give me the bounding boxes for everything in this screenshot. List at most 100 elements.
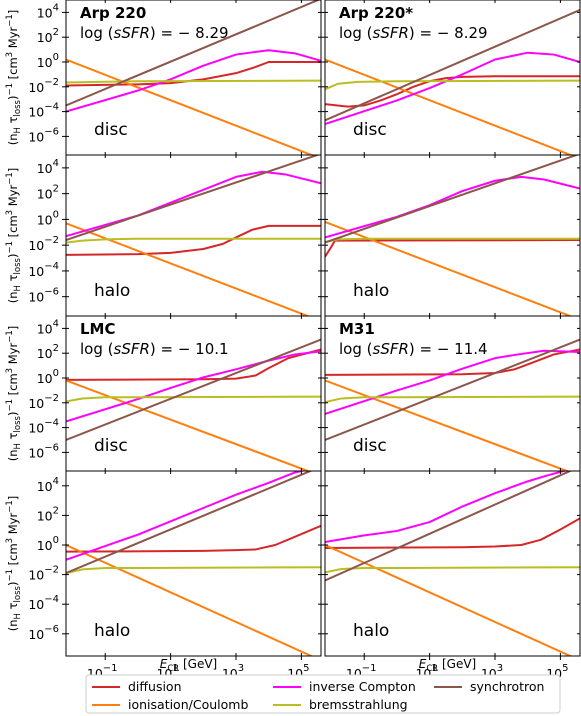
legend-item-ic: inverse Compton — [273, 679, 416, 694]
legend: diffusion ionisation/Coulomb inverse Compt… — [85, 674, 561, 714]
series-line-ic — [325, 349, 580, 415]
y-tick-label: 10−4 — [28, 102, 59, 120]
series-line-sync — [66, 0, 321, 107]
galaxy-name-label: M31 — [339, 320, 375, 338]
series-line-ionisation — [325, 379, 570, 471]
panel-arp220star-halo — [321, 154, 581, 317]
y-tick-label: 10−4 — [28, 261, 59, 279]
series-line-diffusion — [66, 348, 321, 381]
y-axis-label: (nH τloss)−1 [cm3 Myr−1] — [5, 496, 23, 631]
series-line-ic — [325, 51, 580, 125]
series-line-ic — [66, 49, 321, 113]
series-line-ionisation — [325, 58, 574, 155]
panel-m31-disc — [321, 315, 581, 472]
y-axis-label: (nH τloss)−1 [cm3 Myr−1] — [5, 168, 23, 303]
y-tick-label: 100 — [37, 535, 59, 553]
series-line-sync — [66, 471, 313, 575]
ssfr-label: log (sSFR) = − 11.4 — [339, 340, 488, 358]
y-tick-label: 10−6 — [28, 126, 59, 144]
panel-series-group — [66, 155, 321, 316]
region-label: halo — [94, 281, 130, 301]
y-tick-label: 100 — [37, 52, 59, 70]
panel-lmc-disc — [62, 315, 322, 472]
y-tick-label: 104 — [37, 476, 59, 494]
y-tick-label: 10−4 — [28, 418, 59, 436]
panel-series-group — [325, 471, 580, 656]
region-label: disc — [94, 120, 128, 140]
y-tick-label: 10−2 — [28, 235, 59, 253]
panel-series-group — [66, 471, 321, 656]
y-tick-label: 104 — [37, 2, 59, 20]
panel-series-group — [66, 338, 321, 471]
panel-series-group — [66, 0, 321, 155]
panel-lmc-halo — [62, 470, 322, 660]
series-line-diffusion — [66, 224, 321, 256]
series-line-diffusion — [325, 517, 580, 549]
y-axis-label: (nH τloss)−1 [cm3 Myr−1] — [5, 10, 23, 145]
y-tick-label: 104 — [37, 158, 59, 176]
series-line-ionisation — [325, 221, 573, 316]
series-line-diffusion — [66, 61, 321, 87]
y-tick-label: 102 — [37, 27, 59, 45]
series-line-sync — [325, 471, 573, 582]
y-tick-label: 10−2 — [28, 565, 59, 583]
region-label: disc — [94, 436, 128, 456]
galaxy-name-label: Arp 220 — [80, 4, 146, 22]
legend-label: synchrotron — [470, 679, 544, 694]
ssfr-label: log (sSFR) = − 10.1 — [80, 340, 229, 358]
series-line-brems — [66, 79, 321, 84]
y-tick-label: 104 — [37, 318, 59, 336]
panel-frame — [324, 470, 581, 657]
series-line-brems — [325, 395, 580, 404]
panel-series-group — [325, 338, 580, 471]
panel-frame — [65, 470, 322, 657]
series-line-brems — [66, 237, 321, 244]
legend-label: ionisation/Coulomb — [128, 697, 248, 712]
series-line-sync — [325, 9, 580, 122]
series-line-brems — [66, 395, 321, 403]
series-line-ionisation — [66, 544, 314, 656]
y-tick-label: 102 — [37, 343, 59, 361]
series-line-diffusion — [325, 239, 580, 258]
y-tick-label: 10−6 — [28, 624, 59, 642]
legend-item-brems: bremsstrahlung — [273, 697, 408, 712]
legend-label: inverse Compton — [309, 679, 416, 694]
series-line-sync — [66, 338, 321, 441]
series-line-brems — [325, 566, 580, 574]
y-tick-label: 10−6 — [28, 442, 59, 460]
series-line-ionisation — [325, 544, 573, 656]
series-line-ic — [325, 471, 568, 544]
y-tick-label: 10−2 — [28, 77, 59, 95]
legend-item-diffusion: diffusion — [92, 679, 182, 694]
region-label: disc — [353, 436, 387, 456]
series-line-brems — [66, 566, 321, 575]
y-axis-label: (nH τloss)−1 [cm3 Myr−1] — [5, 326, 23, 461]
series-line-ionisation — [66, 58, 315, 155]
series-line-sync — [66, 155, 321, 241]
legend-item-sync: synchrotron — [434, 679, 544, 694]
y-tick-label: 102 — [37, 505, 59, 523]
panel-series-group — [325, 9, 580, 155]
series-line-sync — [325, 155, 580, 244]
ssfr-label: log (sSFR) = − 8.29 — [339, 24, 488, 42]
y-tick-label: 100 — [37, 368, 59, 386]
galaxy-name-label: LMC — [80, 320, 116, 338]
legend-label: bremsstrahlung — [309, 697, 408, 712]
legend-label: diffusion — [128, 679, 182, 694]
region-label: halo — [353, 281, 389, 301]
x-axis-label: ECR [GeV] — [160, 657, 218, 674]
panel-series-group — [325, 155, 580, 316]
galaxy-name-label: Arp 220* — [339, 4, 413, 22]
axes-text-layer: 104 102 100 10−2 10−4 10−6 Arp 220 log (sSFR) =… — [5, 2, 569, 681]
ssfr-label: log (sSFR) = − 8.29 — [80, 24, 229, 42]
legend-frame — [85, 674, 561, 714]
y-tick-label: 10−6 — [28, 287, 59, 305]
region-label: disc — [353, 120, 387, 140]
panel-arp220-disc — [62, 0, 322, 156]
region-label: halo — [353, 621, 389, 641]
y-tick-label: 102 — [37, 184, 59, 202]
series-line-diffusion — [66, 524, 321, 553]
y-tick-label: 10−4 — [28, 594, 59, 612]
panel-m31-halo — [321, 470, 581, 660]
